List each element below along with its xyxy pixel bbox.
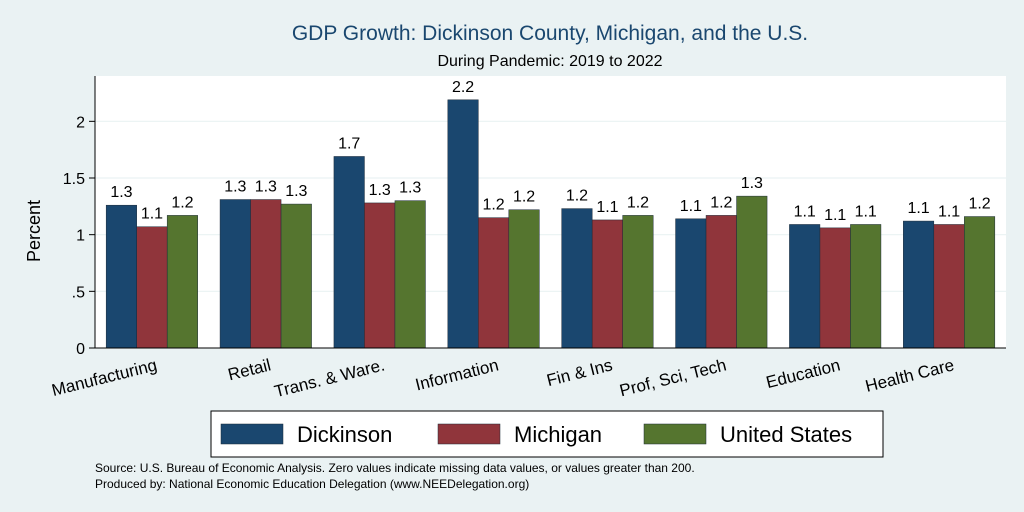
bar-dickinson	[219, 199, 251, 349]
legend-swatch	[437, 423, 501, 445]
bar-dickinson	[675, 218, 707, 349]
bar-united-states	[166, 215, 198, 349]
source-note: Source: U.S. Bureau of Economic Analysis…	[95, 461, 695, 475]
data-label: 1.3	[110, 184, 132, 201]
data-label: 1.1	[938, 203, 960, 220]
data-label: 1.2	[710, 194, 732, 211]
data-labels: 1.3 1.1 1.2 1.3 1.3 1.3 1.7 1.3 1.3 2.2 1.2 1.2 1.2 1…	[110, 79, 990, 224]
chart-title: GDP Growth: Dickinson County, Michigan, …	[292, 22, 808, 45]
data-label: 1.2	[566, 188, 588, 205]
legend-box	[210, 410, 884, 458]
bar-united-states	[850, 224, 882, 349]
legend-label: United States	[720, 422, 852, 447]
data-label: 1.1	[680, 198, 702, 215]
x-category-label: Manufacturing	[50, 355, 159, 399]
bar-dickinson	[333, 156, 365, 349]
data-label: 1.3	[369, 182, 391, 199]
data-label: 1.3	[255, 179, 277, 196]
bar-michigan	[250, 199, 282, 349]
data-label: 1.1	[855, 203, 877, 220]
bar-dickinson	[447, 99, 479, 349]
bar-united-states	[736, 195, 768, 349]
data-label: 1.3	[285, 183, 307, 200]
legend-label: Dickinson	[297, 422, 392, 447]
bar-michigan	[478, 217, 510, 349]
bar-michigan	[136, 226, 168, 349]
data-label: 1.2	[171, 194, 193, 211]
bar-united-states	[394, 200, 426, 349]
bar-michigan	[705, 215, 737, 349]
y-tick-label: .5	[72, 284, 85, 301]
x-category-label: Prof, Sci, Tech	[618, 355, 729, 400]
data-label: 2.2	[452, 79, 474, 96]
bar-michigan	[591, 219, 623, 349]
bar-dickinson	[789, 224, 821, 349]
y-tick-label: 0	[76, 341, 85, 358]
x-category-label: Fin & Ins	[545, 355, 615, 390]
data-label: 1.1	[907, 200, 929, 217]
bar-michigan	[364, 202, 396, 349]
bar-united-states	[280, 203, 312, 349]
legend: Dickinson Michigan United States	[210, 410, 884, 458]
data-label: 1.3	[399, 180, 421, 197]
bar-dickinson	[105, 204, 137, 349]
x-category-label: Health Care	[863, 355, 956, 395]
data-label: 1.1	[141, 206, 163, 223]
chart-subtitle: During Pandemic: 2019 to 2022	[437, 53, 662, 70]
data-label: 1.1	[596, 199, 618, 216]
bar-united-states	[964, 216, 996, 349]
bar-united-states	[508, 209, 540, 349]
bar-united-states	[622, 215, 654, 349]
x-category-label: Retail	[226, 355, 273, 384]
bar-dickinson	[903, 220, 935, 349]
data-label: 1.1	[794, 203, 816, 220]
bar-dickinson	[561, 208, 593, 349]
legend-label: Michigan	[514, 422, 602, 447]
legend-swatch	[220, 423, 284, 445]
produced-by-note: Produced by: National Economic Education…	[95, 477, 529, 491]
legend-swatch	[643, 423, 707, 445]
data-label: 1.2	[482, 197, 504, 214]
y-tick-label: 1	[76, 228, 85, 245]
data-label: 1.1	[824, 207, 846, 224]
x-category-label: Information	[413, 355, 500, 394]
y-axis-label: Percent	[24, 200, 44, 262]
x-category-label: Trans. & Ware.	[272, 355, 386, 401]
data-label: 1.2	[627, 194, 649, 211]
data-label: 1.2	[513, 189, 535, 206]
data-label: 1.2	[968, 196, 990, 213]
data-label: 1.3	[741, 175, 763, 192]
bars	[105, 99, 996, 349]
x-category-label: Education	[764, 355, 842, 392]
y-tick-label: 2	[76, 114, 85, 131]
bar-michigan	[933, 224, 965, 349]
bar-michigan	[819, 227, 851, 349]
y-tick-label: 1.5	[63, 171, 85, 188]
data-label: 1.3	[224, 179, 246, 196]
data-label: 1.7	[338, 135, 360, 152]
